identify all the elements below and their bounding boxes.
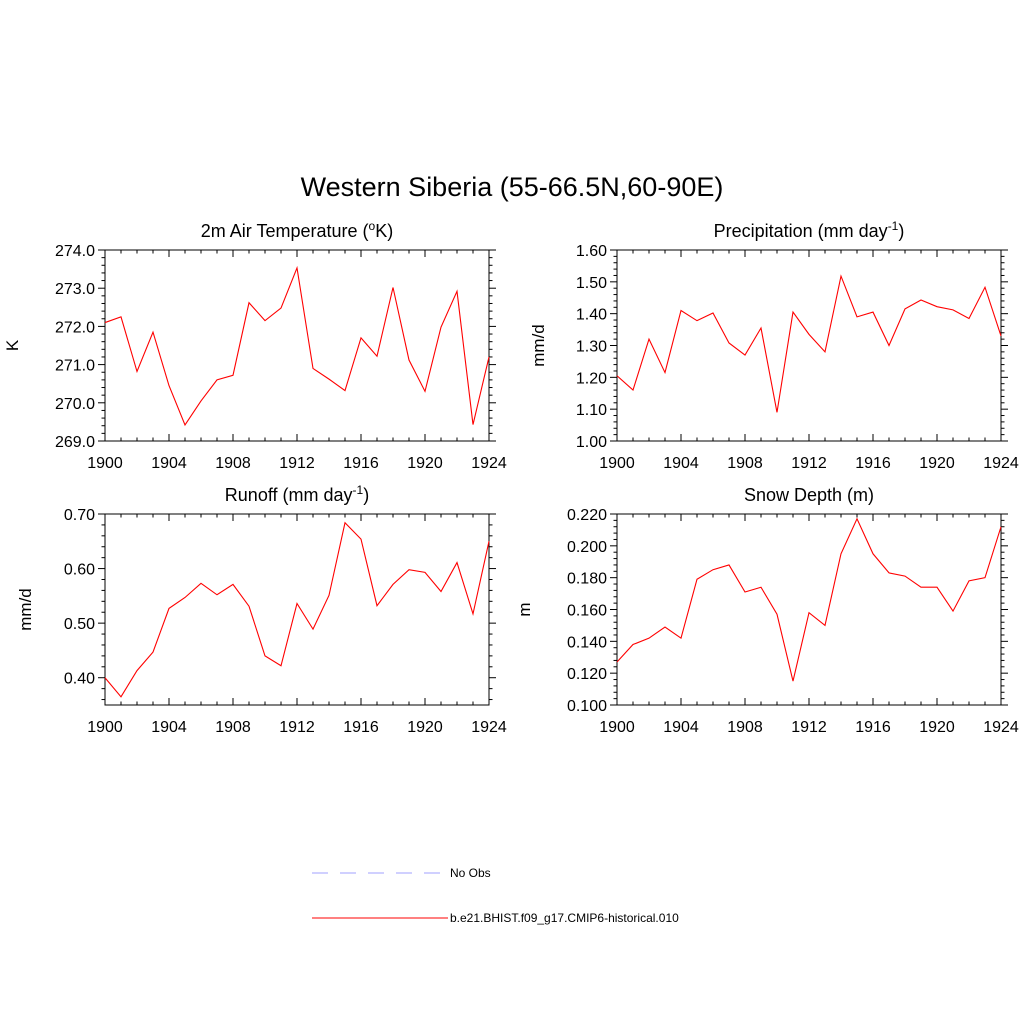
- x-tick-label: 1904: [151, 719, 187, 736]
- x-tick-label: 1916: [855, 455, 891, 472]
- y-tick-label: 270.0: [55, 396, 95, 413]
- x-tick-label: 1904: [151, 455, 187, 472]
- y-tick-label: 0.50: [64, 616, 95, 633]
- x-tick-label: 1908: [727, 719, 763, 736]
- x-tick-label: 1908: [215, 719, 251, 736]
- y-tick-label: 1.00: [576, 434, 607, 451]
- y-axis-label: mm/d: [529, 324, 548, 367]
- y-tick-label: 0.200: [567, 539, 607, 556]
- panel-runoff: Runoff (mm day-1) mm/d 1900 1904 1908 1912 191…: [16, 483, 507, 736]
- y-tick-label: 0.100: [567, 698, 607, 715]
- legend-label-model: b.e21.BHIST.f09_g17.CMIP6-historical.010: [450, 911, 679, 925]
- legend-item-no-obs: No Obs: [312, 866, 491, 880]
- y-axis-label: K: [3, 339, 22, 351]
- x-tick-label: 1912: [791, 455, 827, 472]
- panel-title: Snow Depth (m): [744, 485, 874, 505]
- y-tick-label: 271.0: [55, 358, 95, 375]
- series-line: [616, 517, 1002, 682]
- x-tick-label: 1916: [343, 719, 379, 736]
- x-tick-label: 1908: [727, 455, 763, 472]
- series-line: [104, 265, 490, 427]
- x-tick-label: 1912: [279, 719, 315, 736]
- y-tick-label: 0.160: [567, 603, 607, 620]
- plot-frame: [104, 249, 490, 442]
- y-tick-label: 0.60: [64, 562, 95, 579]
- series-line: [616, 274, 1002, 413]
- y-axis-label: mm/d: [16, 588, 35, 631]
- y-tick-label: 1.30: [576, 339, 607, 356]
- y-tick-label: 0.40: [64, 671, 95, 688]
- y-tick-label: 272.0: [55, 319, 95, 336]
- legend: No Obs b.e21.BHIST.f09_g17.CMIP6-histori…: [312, 866, 679, 925]
- x-tick-label: 1916: [343, 455, 379, 472]
- x-tick-label: 1920: [919, 455, 955, 472]
- plot-frame: [616, 513, 1002, 706]
- x-tick-label: 1924: [983, 719, 1019, 736]
- y-tick-label: 274.0: [55, 243, 95, 260]
- y-tick-label: 0.180: [567, 571, 607, 588]
- figure-title: Western Siberia (55-66.5N,60-90E): [301, 172, 724, 202]
- x-tick-label: 1916: [855, 719, 891, 736]
- x-tick-label: 1900: [599, 455, 635, 472]
- x-tick-label: 1900: [599, 719, 635, 736]
- x-tick-label: 1904: [663, 455, 699, 472]
- panel-title: Runoff (mm day-1): [225, 483, 369, 505]
- x-tick-label: 1920: [407, 455, 443, 472]
- plot-frame: [616, 249, 1002, 442]
- series-line: [104, 521, 490, 698]
- x-tick-label: 1924: [471, 719, 507, 736]
- legend-item-model: b.e21.BHIST.f09_g17.CMIP6-historical.010: [312, 911, 679, 925]
- plot-frame: [104, 513, 490, 706]
- y-tick-label: 0.120: [567, 666, 607, 683]
- x-tick-label: 1912: [791, 719, 827, 736]
- y-tick-label: 269.0: [55, 434, 95, 451]
- x-tick-label: 1908: [215, 455, 251, 472]
- y-tick-label: 1.60: [576, 243, 607, 260]
- y-tick-label: 1.50: [576, 275, 607, 292]
- panel-snow-depth: Snow Depth (m) m 1900 1904 1908 1912 1916 1920 1…: [515, 485, 1019, 736]
- legend-label-no-obs: No Obs: [450, 866, 491, 880]
- x-tick-label: 1924: [471, 455, 507, 472]
- y-tick-label: 0.140: [567, 634, 607, 651]
- x-tick-label: 1900: [87, 719, 123, 736]
- y-tick-label: 1.40: [576, 307, 607, 324]
- y-tick-label: 273.0: [55, 281, 95, 298]
- y-tick-label: 0.220: [567, 507, 607, 524]
- y-axis-label: m: [515, 602, 534, 616]
- panel-title: 2m Air Temperature (oK): [201, 219, 393, 241]
- x-tick-label: 1904: [663, 719, 699, 736]
- panel-precipitation: Precipitation (mm day-1) mm/d 1900 1904 1908…: [529, 219, 1019, 472]
- y-tick-label: 1.20: [576, 370, 607, 387]
- y-tick-label: 0.70: [64, 507, 95, 524]
- panel-title: Precipitation (mm day-1): [714, 219, 905, 241]
- x-tick-label: 1900: [87, 455, 123, 472]
- panel-temperature: 2m Air Temperature (oK) K 1900 1904 1908 1912…: [3, 219, 507, 472]
- panels: 2m Air Temperature (oK) K 1900 1904 1908 1912…: [3, 219, 1019, 736]
- x-tick-label: 1920: [407, 719, 443, 736]
- x-tick-label: 1924: [983, 455, 1019, 472]
- y-tick-label: 1.10: [576, 402, 607, 419]
- x-tick-label: 1912: [279, 455, 315, 472]
- x-tick-label: 1920: [919, 719, 955, 736]
